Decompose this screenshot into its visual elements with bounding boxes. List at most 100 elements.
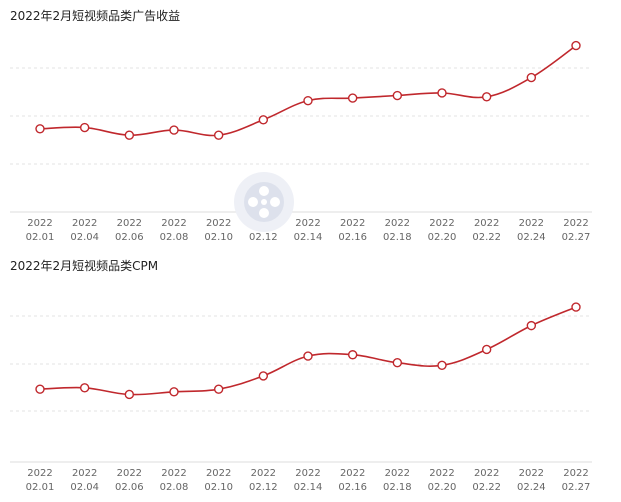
x-tick-year: 2022 (251, 468, 276, 479)
data-point (213, 384, 224, 394)
data-point (303, 95, 313, 106)
x-tick-year: 2022 (72, 468, 97, 479)
data-point (526, 72, 537, 83)
x-tick-label: 2022 02.01 (26, 218, 55, 243)
x-tick-label: 2022 02.08 (160, 218, 189, 243)
data-point (169, 387, 179, 397)
x-tick-date: 02.27 (562, 232, 591, 243)
x-tick-date: 02.22 (472, 482, 501, 493)
chart-title: 2022年2月短视频品类CPM (10, 259, 159, 273)
x-tick-date: 02.22 (472, 232, 501, 243)
data-point (303, 351, 313, 361)
chart-panel-cpm: 2022年2月短视频品类CPM 2022 02.01 2022 02.04 2022 02… (0, 250, 621, 502)
x-tick-date: 02.14 (294, 232, 323, 243)
x-tick-label: 2022 02.16 (338, 468, 367, 493)
x-tick-label: 2022 02.16 (338, 218, 367, 243)
x-tick-date: 02.12 (249, 232, 278, 243)
x-tick-year: 2022 (340, 468, 365, 479)
x-tick-year: 2022 (563, 218, 588, 229)
data-point (481, 92, 492, 102)
x-tick-label: 2022 02.12 (249, 468, 278, 493)
x-tick-label: 2022 02.14 (294, 468, 323, 493)
x-tick-year: 2022 (117, 218, 142, 229)
x-tick-label: 2022 02.18 (383, 218, 412, 243)
x-tick-label: 2022 02.27 (562, 218, 591, 243)
x-tick-label: 2022 02.04 (70, 468, 99, 493)
x-tick-year: 2022 (385, 468, 410, 479)
x-tick-year: 2022 (563, 468, 588, 479)
x-tick-year: 2022 (117, 468, 142, 479)
data-point (526, 320, 537, 331)
data-point (392, 90, 403, 101)
x-tick-year: 2022 (385, 218, 410, 229)
data-point (35, 384, 45, 394)
x-tick-label: 2022 02.27 (562, 468, 591, 493)
x-tick-date: 02.12 (249, 482, 278, 493)
x-tick-label: 2022 02.01 (26, 468, 55, 493)
chart-title: 2022年2月短视频品类广告收益 (10, 9, 181, 23)
data-point (79, 122, 90, 133)
x-tick-year: 2022 (206, 218, 231, 229)
data-point (124, 389, 135, 400)
series-line (39, 44, 577, 137)
x-tick-year: 2022 (474, 468, 499, 479)
x-tick-date: 02.10 (204, 232, 233, 243)
data-point (347, 93, 358, 103)
x-tick-date: 02.18 (383, 482, 412, 493)
x-tick-date: 02.24 (517, 482, 546, 493)
x-tick-label: 2022 02.10 (204, 468, 233, 493)
x-tick-date: 02.06 (115, 232, 144, 243)
x-tick-date: 02.04 (70, 232, 99, 243)
data-point (35, 124, 45, 134)
x-tick-date: 02.01 (26, 232, 55, 243)
x-tick-year: 2022 (27, 468, 52, 479)
x-tick-label: 2022 02.18 (383, 468, 412, 493)
x-tick-date: 02.16 (338, 232, 367, 243)
x-tick-date: 02.24 (517, 232, 546, 243)
data-point (258, 371, 269, 381)
x-tick-year: 2022 (429, 468, 454, 479)
x-tick-label: 2022 02.06 (115, 468, 144, 493)
x-tick-year: 2022 (206, 468, 231, 479)
data-point (347, 350, 358, 360)
data-point (437, 88, 447, 98)
data-point (169, 125, 179, 135)
data-point (213, 130, 224, 140)
data-point (392, 357, 403, 368)
x-tick-label: 2022 02.08 (160, 468, 189, 493)
x-tick-label: 2022 02.06 (115, 218, 144, 243)
data-point (437, 360, 447, 371)
x-tick-date: 02.16 (338, 482, 367, 493)
data-point (571, 302, 581, 312)
x-tick-date: 02.01 (26, 482, 55, 493)
x-tick-date: 02.14 (294, 482, 323, 493)
x-tick-year: 2022 (519, 468, 544, 479)
chart-panel-ad-revenue: 2022年2月短视频品类广告收益 2022 02.01 2022 02.04 2022 0… (0, 0, 621, 250)
x-tick-year: 2022 (295, 468, 320, 479)
x-tick-date: 02.08 (160, 232, 189, 243)
x-tick-label: 2022 02.10 (204, 218, 233, 243)
film-reel-watermark-icon (234, 172, 294, 232)
x-tick-label: 2022 02.20 (428, 218, 457, 243)
x-tick-year: 2022 (429, 218, 454, 229)
x-tick-date: 02.04 (70, 482, 99, 493)
x-tick-label: 2022 02.24 (517, 218, 546, 243)
x-tick-year: 2022 (161, 468, 186, 479)
x-tick-year: 2022 (295, 218, 320, 229)
x-tick-date: 02.27 (562, 482, 591, 493)
x-tick-label: 2022 02.22 (472, 468, 501, 493)
x-tick-date: 02.08 (160, 482, 189, 493)
x-tick-label: 2022 02.24 (517, 468, 546, 493)
x-tick-year: 2022 (72, 218, 97, 229)
x-tick-label: 2022 02.04 (70, 218, 99, 243)
x-tick-year: 2022 (340, 218, 365, 229)
x-tick-year: 2022 (519, 218, 544, 229)
x-tick-label: 2022 02.22 (472, 218, 501, 243)
x-tick-date: 02.06 (115, 482, 144, 493)
x-tick-year: 2022 (27, 218, 52, 229)
data-point (79, 383, 90, 393)
data-point (258, 115, 269, 125)
x-tick-year: 2022 (161, 218, 186, 229)
